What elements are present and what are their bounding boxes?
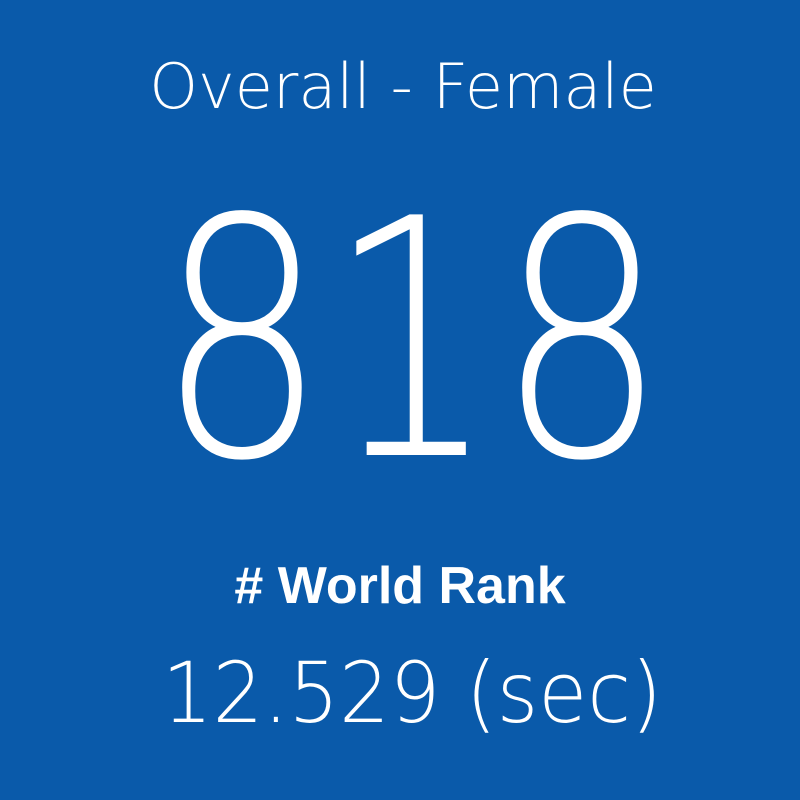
rank-value: 818 (157, 149, 667, 533)
rank-label: # World Rank (234, 557, 565, 615)
tile-title: Overall - Female (149, 50, 657, 123)
time-value: 12.529 (sec) (162, 644, 662, 742)
